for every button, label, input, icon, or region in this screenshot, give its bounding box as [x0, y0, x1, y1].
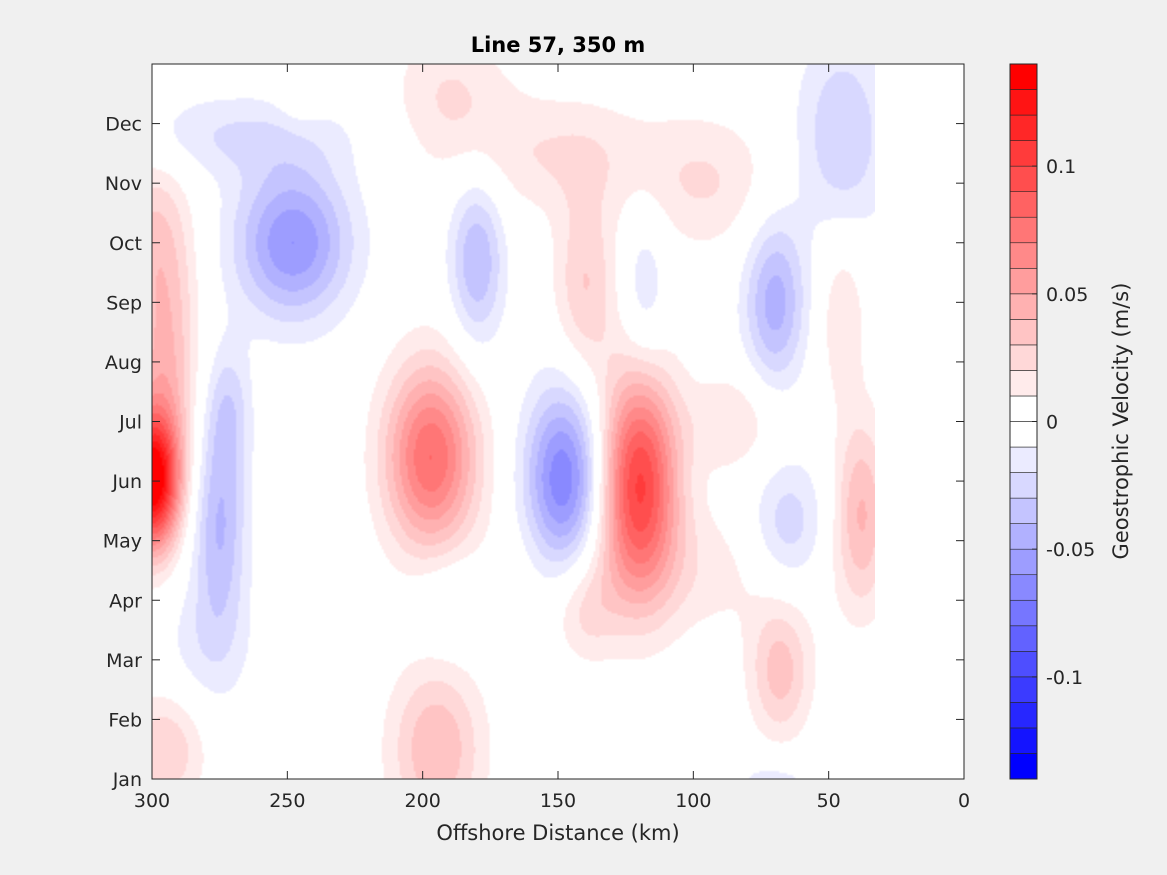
x-tick-label: 250: [269, 790, 305, 812]
contour-field: [152, 64, 875, 779]
x-tick-label: 300: [134, 790, 170, 812]
colorbar-segment: [1009, 523, 1038, 550]
colorbar-segment: [1009, 753, 1038, 780]
colorbar-segment: [1009, 267, 1038, 295]
y-tick-label: Nov: [105, 173, 142, 195]
x-tick-label: 200: [405, 790, 441, 812]
y-tick-label: May: [103, 531, 142, 553]
y-tick-label: Apr: [109, 590, 142, 612]
colorbar-segment: [1009, 702, 1038, 729]
colorbar-segment: [1009, 651, 1038, 678]
x-axis: 300 250 200 150 100 50 0: [134, 64, 970, 812]
colorbar-segment: [1009, 625, 1038, 652]
colorbar-label: Geostrophic Velocity (m/s): [1109, 283, 1133, 560]
y-tick-label: Sep: [106, 292, 142, 314]
x-tick-label: 50: [817, 790, 841, 812]
x-tick-label: 100: [675, 790, 711, 812]
colorbar-segment: [1009, 63, 1038, 90]
colorbar-segment: [1009, 574, 1038, 601]
colorbar-segment: [1009, 395, 1038, 422]
colorbar-ticks: 0.1 0.05 0 -0.05 -0.1: [1032, 156, 1095, 689]
colorbar-segment: [1009, 548, 1038, 576]
y-tick-label: Jul: [118, 412, 142, 434]
colorbar-segment: [1009, 497, 1038, 524]
colorbar-segment: [1009, 370, 1038, 397]
colorbar-tick-label: 0.1: [1046, 156, 1076, 178]
y-tick-label: Oct: [109, 233, 142, 255]
colorbar-segment: [1009, 191, 1038, 218]
colorbar-segment: [1009, 89, 1038, 116]
colorbar-segment: [1009, 293, 1038, 320]
y-axis: Jan Feb Mar Apr May Jun Jul Aug Sep Oct Nov Dec: [103, 114, 964, 791]
contour-fill-image: [152, 64, 875, 779]
colorbar-segment: [1009, 727, 1038, 754]
colorbar-segment: [1009, 676, 1038, 703]
colorbar-segment: [1009, 421, 1038, 448]
colorbar: [1009, 63, 1038, 780]
colorbar-segment: [1009, 216, 1038, 244]
y-tick-label: Aug: [105, 352, 142, 374]
y-tick-label: Jan: [112, 769, 142, 791]
colorbar-tick-label: -0.05: [1046, 539, 1095, 561]
y-tick-label: Mar: [106, 650, 142, 672]
x-tick-label: 150: [540, 790, 576, 812]
colorbar-segment: [1009, 165, 1038, 192]
colorbar-segment: [1009, 344, 1038, 371]
x-axis-label: Offshore Distance (km): [436, 821, 679, 845]
colorbar-segment: [1009, 446, 1038, 473]
chart-title: Line 57, 350 m: [471, 33, 646, 57]
colorbar-segment: [1009, 472, 1038, 499]
colorbar-segment: [1009, 140, 1038, 167]
y-tick-label: Feb: [108, 709, 142, 731]
colorbar-tick-label: 0.05: [1046, 284, 1088, 306]
colorbar-segment: [1009, 242, 1038, 269]
x-tick-label: 0: [958, 790, 970, 812]
colorbar-tick-label: -0.1: [1046, 667, 1083, 689]
colorbar-segment: [1009, 319, 1038, 346]
colorbar-tick-label: 0: [1046, 412, 1058, 434]
colorbar-segment: [1009, 114, 1038, 141]
y-tick-label: Jun: [111, 471, 142, 493]
y-tick-label: Dec: [105, 114, 142, 136]
colorbar-segment: [1009, 599, 1038, 627]
